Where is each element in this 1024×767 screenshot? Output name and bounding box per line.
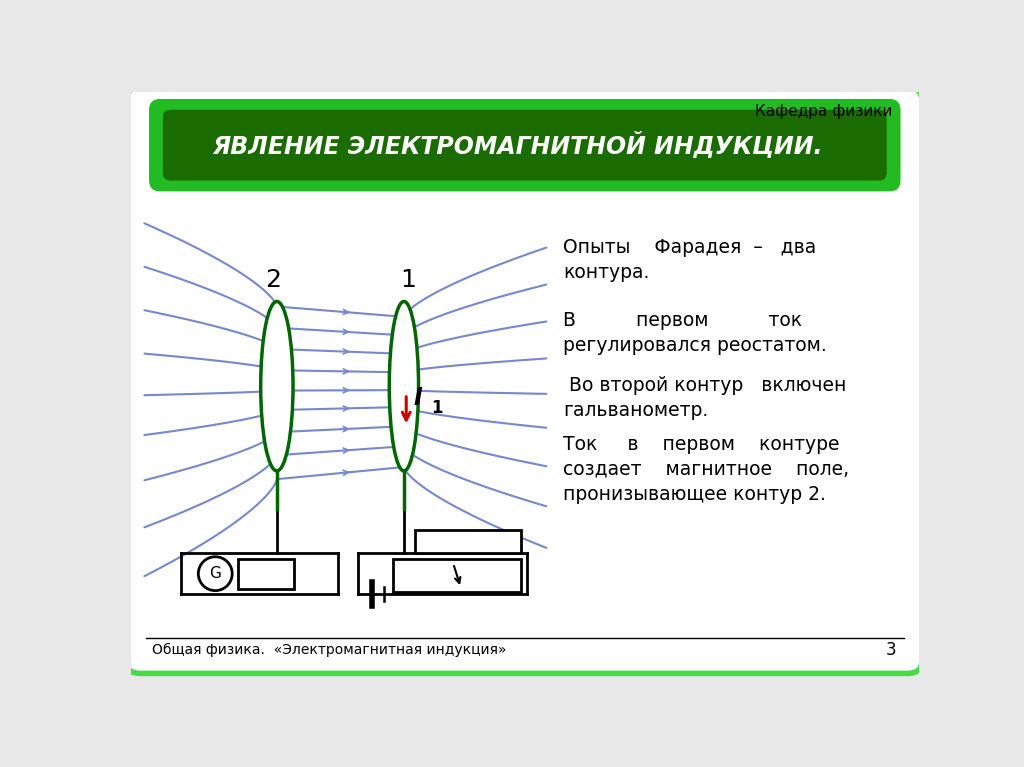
FancyBboxPatch shape: [150, 99, 900, 192]
Ellipse shape: [261, 301, 293, 471]
Text: $\boldsymbol{I}$: $\boldsymbol{I}$: [413, 386, 424, 410]
Text: Кафедра физики: Кафедра физики: [756, 104, 893, 119]
Bar: [393, 559, 521, 592]
Text: 3: 3: [886, 640, 897, 659]
Text: В          первом          ток
регулировался реостатом.: В первом ток регулировался реостатом.: [563, 311, 827, 355]
Text: 2: 2: [265, 268, 281, 292]
FancyBboxPatch shape: [126, 87, 923, 673]
Text: 1: 1: [399, 268, 416, 292]
Text: ЯВЛЕНИЕ ЭЛЕКТРОМАГНИТНОЙ ИНДУКЦИИ.: ЯВЛЕНИЕ ЭЛЕКТРОМАГНИТНОЙ ИНДУКЦИИ.: [212, 132, 822, 159]
Ellipse shape: [389, 301, 419, 471]
Text: Общая физика.  «Электромагнитная индукция»: Общая физика. «Электромагнитная индукция…: [153, 643, 507, 657]
Bar: [239, 558, 294, 589]
Text: Ток     в    первом    контуре
создает    магнитное    поле,
пронизывающее конту: Ток в первом контуре создает магнитное п…: [563, 435, 850, 504]
Text: Опыты    Фарадея  –   два
контура.: Опыты Фарадея – два контура.: [563, 238, 816, 281]
Circle shape: [199, 557, 232, 591]
Bar: [416, 530, 521, 553]
Text: $\boldsymbol{1}$: $\boldsymbol{1}$: [431, 399, 443, 416]
Text: G: G: [209, 566, 221, 581]
Text: Во второй контур   включен
гальванометр.: Во второй контур включен гальванометр.: [563, 376, 847, 420]
FancyBboxPatch shape: [163, 110, 887, 180]
